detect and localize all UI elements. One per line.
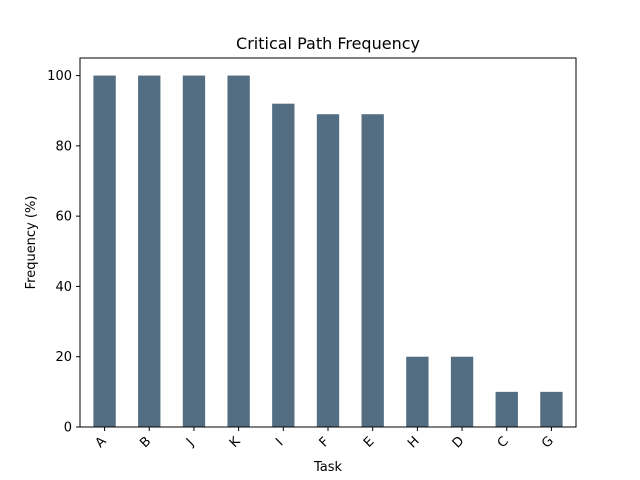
bar-d [450,356,474,427]
y-axis-label: Frequency (%) [24,196,39,290]
y-axis-ticks: 0 20 40 60 80 100 [47,69,80,436]
y-tick-label: 20 [55,350,72,365]
x-tick-label: C [495,434,512,451]
x-tick-label: I [273,436,286,449]
bar-c [495,391,518,427]
bars-group [93,75,563,428]
y-tick-label: 100 [47,69,72,84]
x-tick-label: A [93,434,110,451]
x-tick-label: D [450,434,468,452]
x-tick-label: E [361,434,377,450]
bar-f [316,114,340,427]
x-tick-label: G [539,434,557,452]
bar-b [138,75,161,428]
bar-i [272,103,295,427]
x-tick-label: H [405,434,423,452]
y-tick-label: 40 [55,280,72,295]
x-tick-label: J [183,436,197,450]
x-tick-label: F [317,435,333,451]
bar-a [93,75,116,428]
y-tick-label: 0 [64,421,72,436]
bar-j [182,75,206,428]
x-tick-label: B [137,434,154,451]
y-tick-label: 80 [55,139,72,154]
plot-frame [79,57,577,428]
bar-h [406,356,429,427]
bar-e [361,114,384,427]
x-tick-label: K [227,434,244,451]
x-axis-label: Task [313,460,343,475]
chart-title: Critical Path Frequency [236,34,420,53]
bar-g [540,391,563,427]
bar-k [227,75,250,428]
y-tick-label: 60 [55,210,72,225]
